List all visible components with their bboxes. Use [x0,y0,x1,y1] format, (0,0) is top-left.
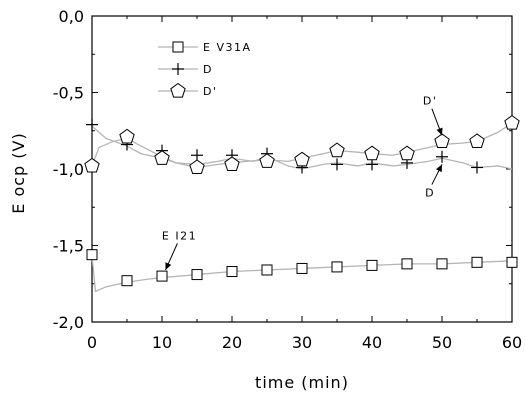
data-point-d--2 [329,142,345,158]
data-point-d--2 [259,153,275,168]
legend-marker [170,82,186,98]
data-point-d-1 [366,158,378,171]
annotation-arrowhead [436,127,443,136]
data-point-d-1 [191,149,203,162]
x-tick-label: 0 [87,333,97,352]
axis-tick-labels: 0 10 20 30 40 50 60 0,0 -0,5 -1,0 -1,5 -2,0 [53,7,522,352]
data-point-e-v31a-0 [121,275,133,287]
data-point-e-v31a-0 [506,256,518,268]
y-tick-label: 0,0 [59,7,84,26]
data-point-d--2 [189,159,205,175]
annotation-arrowhead [436,164,442,173]
data-point-e-v31a-0 [191,269,203,281]
data-point-e-v31a-0 [156,270,168,282]
annotation-label: E I21 [162,229,197,242]
data-point-d--2 [364,145,380,161]
axis-ticks [91,15,513,323]
data-point-e-v31a-0 [296,262,308,274]
x-tick-label: 50 [432,333,452,352]
legend-marker [172,41,184,53]
data-point-d--2 [224,156,240,171]
legend-label: D [203,63,213,76]
legend-label: E V31A [203,41,252,54]
data-point-d--2 [84,157,100,173]
data-point-d--2 [434,133,450,149]
data-point-d--2 [119,128,135,144]
data-point-e-v31a-0 [471,256,483,268]
data-point-e-v31a-0 [86,249,98,261]
data-point-d-1 [471,161,483,174]
y-tick-label: -2,0 [53,313,84,332]
data-point-d--2 [504,114,520,130]
legend: E V31A D D' [158,41,252,98]
y-tick-label: -1,0 [53,160,84,179]
legend-label: D' [203,85,218,98]
legend-marker [172,63,184,75]
annotations: E I21 D' D [162,95,443,271]
y-tick-label: -1,5 [53,237,84,256]
x-tick-label: 30 [292,333,312,352]
y-axis-title: E ocp (V) [9,132,28,213]
data-point-d-1 [436,150,448,163]
data-point-d-1 [86,118,98,131]
x-tick-label: 40 [362,333,382,352]
x-tick-label: 60 [502,333,522,352]
series-markers [84,114,520,287]
data-point-e-v31a-0 [261,264,273,276]
data-point-e-v31a-0 [331,261,343,273]
annotation-label: D [425,187,435,200]
series-curve-e-v31a-0 [91,256,513,293]
data-point-e-v31a-0 [226,266,238,278]
data-point-e-v31a-0 [401,258,413,270]
data-point-d--2 [294,151,310,167]
y-tick-label: -0,5 [53,84,84,103]
data-point-d--2 [154,150,170,165]
annotation-label: D' [423,95,438,108]
data-point-d--2 [399,145,415,161]
data-point-d--2 [469,133,485,149]
annotation-arrowhead [165,262,172,270]
data-point-e-v31a-0 [366,259,378,271]
data-point-e-v31a-0 [436,258,448,270]
x-tick-label: 20 [222,333,242,352]
x-tick-label: 10 [152,333,172,352]
data-point-d-1 [331,158,343,171]
x-axis-title: time (min) [255,373,349,392]
